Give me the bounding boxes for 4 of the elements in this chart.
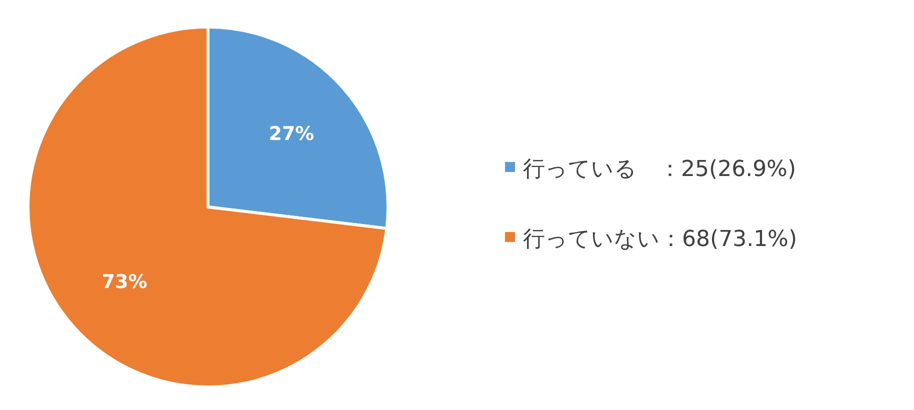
legend-label: 行っている ：25(26.9%) — [523, 157, 796, 182]
data-label: 27% — [268, 122, 314, 145]
data-label: 73% — [102, 271, 148, 294]
legend-label: 行っていない：68(73.1%) — [523, 227, 798, 252]
